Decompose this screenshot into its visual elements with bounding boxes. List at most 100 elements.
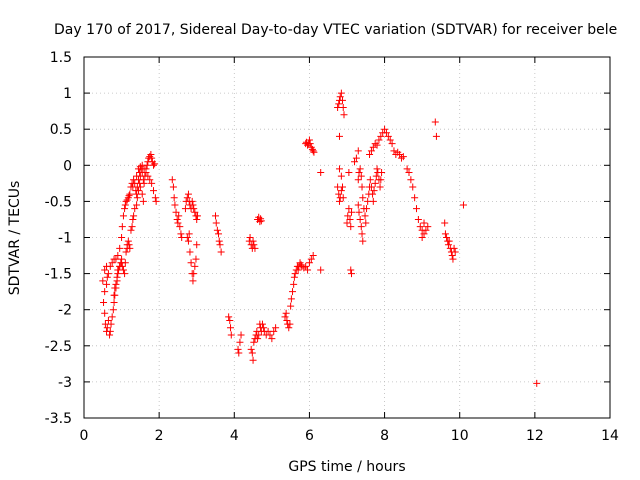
data-point: [282, 309, 290, 317]
data-point: [249, 237, 257, 245]
data-point: [345, 169, 353, 177]
data-point: [335, 100, 343, 108]
data-point: [119, 212, 127, 220]
data-point: [309, 147, 317, 155]
data-point: [283, 317, 291, 325]
data-point: [133, 172, 141, 180]
data-point: [136, 179, 144, 187]
data-point: [249, 356, 257, 364]
data-point: [103, 273, 111, 281]
data-point: [339, 194, 347, 202]
data-point: [116, 244, 124, 252]
data-point: [366, 150, 374, 158]
data-point: [191, 208, 199, 216]
data-point: [281, 313, 289, 321]
data-point: [409, 183, 417, 191]
data-point: [356, 165, 364, 173]
data-point: [176, 223, 184, 231]
y-tick-label: -1.5: [45, 267, 72, 283]
data-point: [129, 215, 137, 223]
data-point: [175, 212, 183, 220]
data-point: [121, 205, 129, 213]
data-point: [112, 255, 120, 263]
data-point: [358, 230, 366, 238]
data-point: [356, 215, 364, 223]
data-point: [384, 132, 392, 140]
data-point: [130, 212, 138, 220]
data-point: [107, 320, 115, 328]
data-point: [272, 324, 280, 332]
data-point: [416, 223, 424, 231]
data-point: [289, 288, 297, 296]
data-point: [396, 150, 404, 158]
x-axis-label: GPS time / hours: [288, 459, 405, 475]
data-point: [386, 136, 394, 144]
data-point: [359, 194, 367, 202]
data-point: [250, 338, 258, 346]
data-point: [212, 219, 220, 227]
y-axis-label: SDTVAR / TECUs: [7, 181, 23, 296]
data-point: [302, 262, 310, 270]
data-point: [371, 179, 379, 187]
grid: [84, 57, 610, 418]
data-point: [183, 234, 191, 241]
y-tick-label: 1: [63, 86, 72, 102]
data-point: [354, 201, 362, 209]
data-point: [101, 266, 109, 274]
data-point: [459, 201, 467, 209]
data-point: [337, 187, 345, 195]
data-point: [151, 194, 159, 202]
data-point: [174, 219, 182, 227]
y-tick-label: -3.5: [45, 411, 72, 427]
data-point: [237, 331, 245, 339]
data-point: [369, 190, 377, 198]
data-point: [317, 169, 325, 177]
data-point: [170, 194, 178, 202]
chart-title: Day 170 of 2017, Sidereal Day-to-day VTE…: [54, 22, 617, 38]
data-point: [183, 194, 191, 202]
data-point: [191, 262, 199, 270]
data-point: [251, 244, 259, 252]
data-point: [140, 165, 148, 173]
data-point: [335, 197, 343, 205]
data-point: [310, 148, 318, 156]
data-point: [441, 219, 449, 227]
data-point: [236, 338, 244, 346]
data-point: [101, 309, 109, 317]
data-point: [347, 223, 355, 231]
data-point: [171, 201, 179, 209]
data-point: [101, 288, 109, 296]
data-point: [235, 349, 243, 357]
data-point: [317, 266, 325, 274]
y-tick-label: 1.5: [50, 50, 72, 66]
data-point: [250, 241, 258, 249]
data-point: [172, 208, 180, 216]
data-point: [136, 183, 144, 191]
data-point: [357, 172, 365, 180]
data-point: [338, 183, 346, 191]
data-point: [189, 277, 197, 285]
data-point: [352, 154, 360, 162]
data-point: [287, 302, 295, 310]
data-point: [362, 219, 370, 227]
data-point: [128, 223, 136, 231]
data-point: [371, 140, 379, 148]
data-point: [363, 205, 371, 213]
data-point: [285, 324, 293, 332]
data-point: [216, 241, 224, 249]
data-point: [294, 266, 302, 274]
data-point: [351, 158, 359, 166]
data-point: [376, 183, 384, 191]
data-point: [260, 324, 268, 332]
data-point: [257, 217, 265, 225]
x-tick-label: 10: [451, 428, 469, 444]
axis-ticks: 0 2 4 6 8 10 12 14 1.5 1 0.5 0 -0.5 -1 -1.5 -2 -2.5 -3 -3.…: [45, 50, 619, 444]
data-point: [413, 205, 421, 213]
data-point: [106, 327, 114, 335]
data-point: [390, 147, 398, 155]
data-point: [270, 327, 278, 335]
data-point: [110, 291, 118, 299]
data-point: [193, 212, 201, 220]
data-point: [227, 324, 235, 332]
data-point: [287, 295, 295, 303]
